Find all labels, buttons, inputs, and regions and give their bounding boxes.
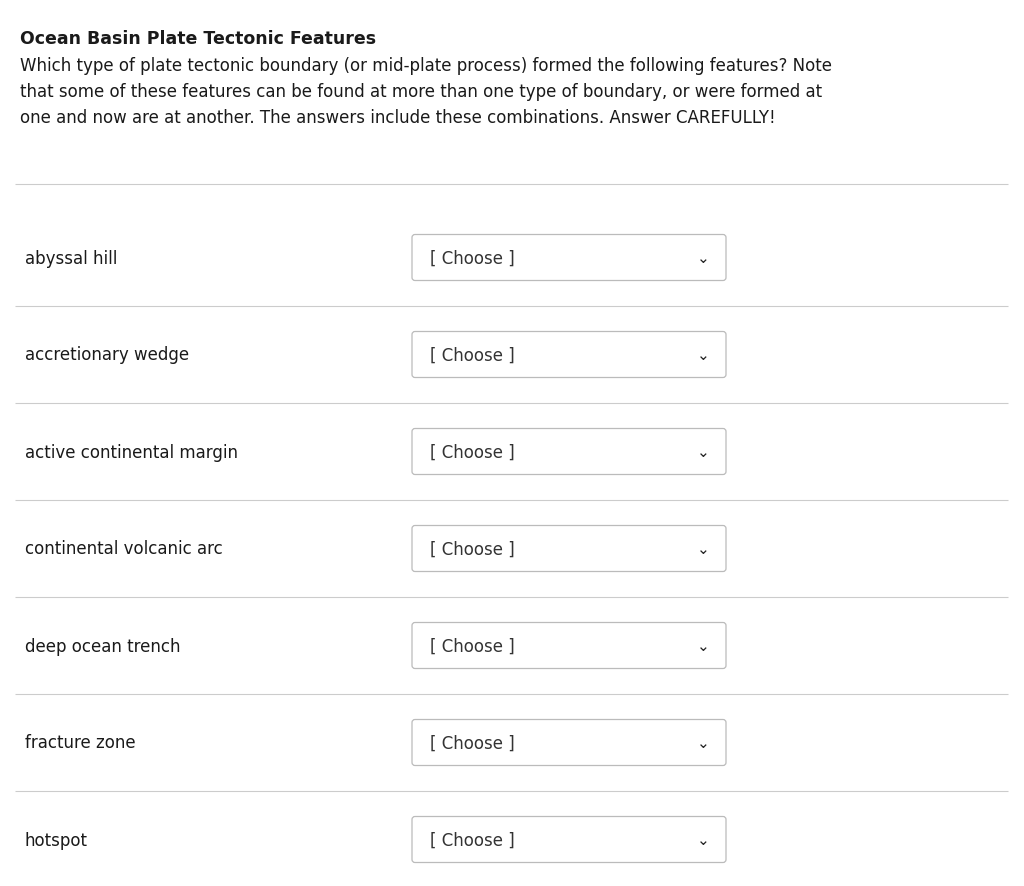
Text: hotspot: hotspot [25,830,88,849]
FancyBboxPatch shape [412,429,726,475]
Text: [ Choose ]: [ Choose ] [430,637,515,655]
FancyBboxPatch shape [412,623,726,669]
Text: ⌄: ⌄ [696,832,710,847]
Text: deep ocean trench: deep ocean trench [25,637,180,655]
FancyBboxPatch shape [412,719,726,766]
Text: [ Choose ]: [ Choose ] [430,540,515,558]
Text: [ Choose ]: [ Choose ] [430,830,515,849]
Text: abyssal hill: abyssal hill [25,249,118,268]
Text: ⌄: ⌄ [696,251,710,266]
Text: Which type of plate tectonic boundary (or mid-plate process) formed the followin: Which type of plate tectonic boundary (o… [20,57,831,75]
Text: ⌄: ⌄ [696,445,710,460]
Text: ⌄: ⌄ [696,347,710,362]
Text: continental volcanic arc: continental volcanic arc [25,540,223,558]
FancyBboxPatch shape [412,332,726,378]
FancyBboxPatch shape [412,526,726,571]
Text: [ Choose ]: [ Choose ] [430,443,515,461]
Text: fracture zone: fracture zone [25,734,135,751]
Text: [ Choose ]: [ Choose ] [430,249,515,268]
Text: ⌄: ⌄ [696,541,710,556]
Text: ⌄: ⌄ [696,638,710,653]
Text: accretionary wedge: accretionary wedge [25,346,189,364]
Text: one and now are at another. The answers include these combinations. Answer CAREF: one and now are at another. The answers … [20,109,775,127]
FancyBboxPatch shape [412,236,726,281]
Text: that some of these features can be found at more than one type of boundary, or w: that some of these features can be found… [20,83,822,101]
Text: [ Choose ]: [ Choose ] [430,734,515,751]
Text: Ocean Basin Plate Tectonic Features: Ocean Basin Plate Tectonic Features [20,30,376,48]
FancyBboxPatch shape [412,817,726,863]
Text: active continental margin: active continental margin [25,443,238,461]
Text: [ Choose ]: [ Choose ] [430,346,515,364]
Text: ⌄: ⌄ [696,735,710,750]
